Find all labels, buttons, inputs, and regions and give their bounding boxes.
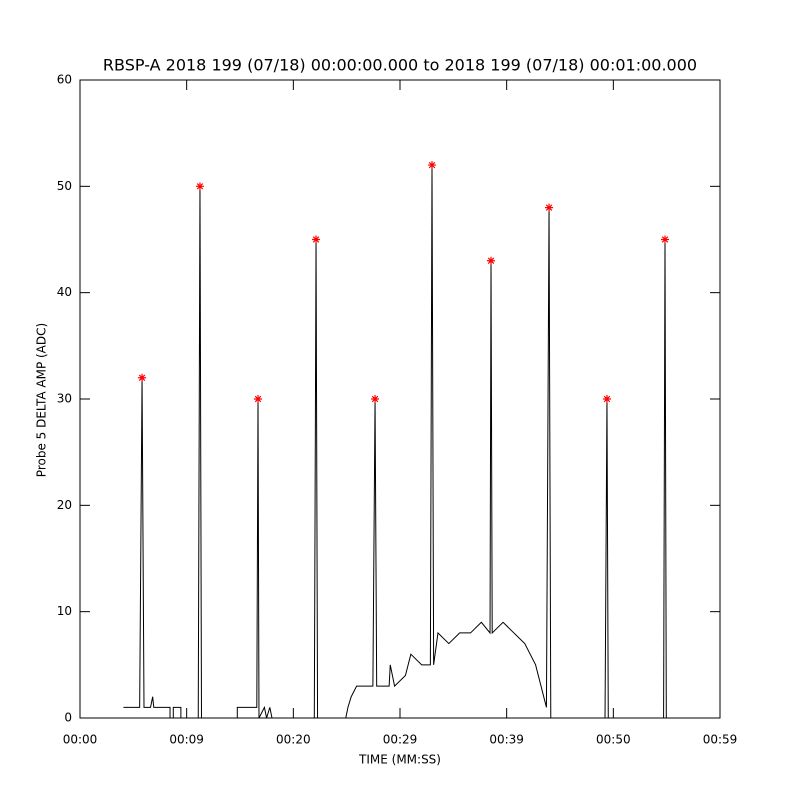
plot-frame [79, 79, 721, 719]
peak-marker [138, 373, 147, 382]
peak-marker [254, 395, 263, 403]
y-tick-label: 20 [57, 498, 72, 512]
peak-marker [545, 203, 554, 212]
y-tick-label: 10 [57, 604, 72, 618]
peak-marker [371, 395, 380, 403]
y-axis-label: Probe 5 DELTA AMP (ADC) [35, 323, 49, 477]
peak-marker [312, 235, 321, 244]
y-tick-label: 40 [57, 285, 72, 299]
y-tick-label: 30 [57, 392, 72, 406]
peak-marker [428, 161, 436, 170]
y-tick-label: 0 [64, 711, 72, 725]
peak-marker [487, 256, 496, 265]
peak-marker [602, 395, 611, 403]
x-tick-label: 00:59 [703, 733, 738, 747]
y-tick-label: 50 [57, 179, 72, 193]
x-tick-label: 00:20 [276, 733, 311, 747]
data-line [123, 165, 667, 719]
x-axis-label: TIME (MM:SS) [358, 753, 441, 767]
x-tick-label: 00:29 [383, 733, 418, 747]
x-tick-label: 00:00 [63, 733, 98, 747]
x-tick-label: 00:09 [169, 733, 204, 747]
peak-marker [661, 235, 670, 244]
x-tick-label: 00:50 [596, 733, 631, 747]
x-tick-label: 00:39 [489, 733, 524, 747]
chart-title: RBSP-A 2018 199 (07/18) 00:00:00.000 to … [103, 56, 697, 75]
y-tick-label: 60 [57, 73, 72, 87]
peak-marker [195, 182, 204, 191]
